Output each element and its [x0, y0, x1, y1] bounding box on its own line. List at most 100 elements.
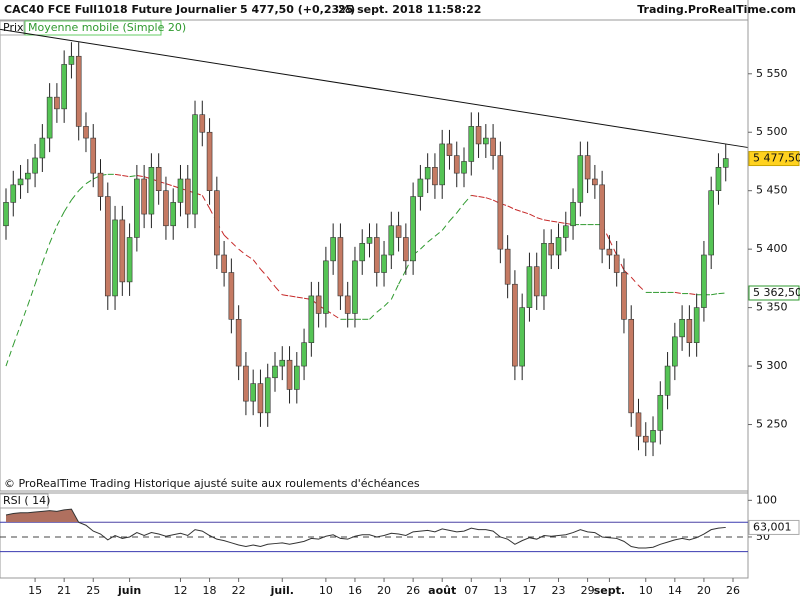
- candle-body: [17, 178, 24, 186]
- moving-average-segment: [71, 190, 80, 201]
- candle-body: [68, 55, 75, 65]
- candle-body: [337, 237, 344, 297]
- moving-average-segment: [390, 284, 400, 300]
- candle-body: [483, 137, 489, 145]
- legend-box: [0, 493, 49, 509]
- candle-body: [250, 383, 256, 402]
- instrument: CAC40 FCE Full1018 Future: [4, 3, 172, 16]
- moving-average-segment: [536, 217, 545, 221]
- candle-body: [439, 143, 446, 186]
- moving-average-segment: [5, 344, 14, 367]
- moving-average-segment: [689, 293, 697, 296]
- candle-body: [548, 243, 555, 256]
- candle-body: [264, 377, 271, 414]
- candle-body: [272, 365, 278, 379]
- candle-body: [126, 237, 133, 283]
- candle-body: [388, 225, 395, 256]
- rsi-label: RSI ( 14): [3, 494, 50, 507]
- candle-body: [293, 365, 300, 390]
- candle-body: [352, 260, 358, 314]
- candle-body: [701, 254, 707, 308]
- candle-body: [381, 254, 387, 273]
- moving-average-segment: [427, 235, 436, 243]
- moving-average-segment: [485, 197, 494, 201]
- moving-average-segment: [303, 297, 312, 300]
- moving-average-segment: [296, 296, 305, 299]
- moving-average-segment: [376, 306, 385, 313]
- candle-body: [192, 114, 198, 215]
- moving-average-segment: [471, 194, 479, 198]
- x-tick-label: 17: [522, 584, 536, 597]
- candle-body: [417, 178, 424, 197]
- candle-body: [112, 219, 118, 297]
- y-tick-label: 5 450: [756, 184, 788, 197]
- candle-body: [257, 383, 264, 414]
- candle-body: [453, 155, 460, 174]
- candle-body: [490, 137, 496, 156]
- candle-body: [366, 237, 373, 244]
- candle-body: [395, 225, 402, 238]
- candle-body: [32, 157, 38, 174]
- moving-average-segment: [56, 211, 65, 227]
- candle-body: [315, 295, 322, 314]
- candle-body: [512, 283, 518, 367]
- candle-body: [599, 184, 605, 250]
- moving-average-segment: [718, 292, 726, 295]
- candle-body: [570, 202, 576, 227]
- x-tick-label: 20: [377, 584, 391, 597]
- ma-value-box: [748, 285, 800, 301]
- candle-body: [301, 342, 307, 367]
- candle-body: [308, 295, 315, 343]
- moving-average-segment: [201, 195, 210, 209]
- moving-average-segment: [449, 212, 458, 222]
- moving-average-segment: [289, 295, 297, 298]
- moving-average-segment: [49, 225, 58, 244]
- candle-body: [228, 272, 235, 320]
- candle-body: [221, 254, 227, 273]
- candle-body: [39, 137, 46, 159]
- moving-average-segment: [93, 175, 101, 180]
- x-tick-label: 07: [464, 584, 478, 597]
- candle-body: [555, 237, 562, 256]
- candle-body: [214, 190, 220, 256]
- x-tick-label: 23: [552, 584, 566, 597]
- candle-body: [206, 131, 213, 191]
- moving-average-segment: [63, 199, 72, 213]
- rsi-value-label: 63,001: [753, 520, 792, 533]
- candle-body: [497, 155, 504, 250]
- source: Trading.ProRealTime.com: [637, 3, 796, 16]
- y-tick-label: 5 350: [756, 301, 788, 314]
- moving-average-segment: [507, 205, 516, 210]
- moving-average-segment: [441, 220, 450, 231]
- moving-average-segment: [369, 311, 378, 320]
- moving-average-segment: [143, 176, 152, 180]
- candle-body: [148, 167, 155, 215]
- moving-average-segment: [332, 314, 341, 320]
- rsi-line: [5, 508, 726, 549]
- moving-average-segment: [85, 178, 94, 185]
- candle-body: [410, 196, 416, 262]
- candle-body: [475, 126, 482, 145]
- moving-average-segment: [383, 299, 392, 307]
- x-tick-label: 15: [28, 584, 42, 597]
- y-tick-label: 5 550: [756, 67, 788, 80]
- ma-value-label: 5 362,50: [753, 286, 800, 299]
- candle-body: [199, 114, 206, 133]
- candle-body: [177, 178, 184, 203]
- candle-body: [286, 359, 293, 390]
- moving-average-segment: [529, 213, 537, 219]
- candle-body: [657, 394, 664, 431]
- x-tick-label: 14: [668, 584, 682, 597]
- candle-body: [722, 158, 729, 168]
- candle-body: [686, 319, 693, 343]
- moving-average-segment: [173, 185, 181, 189]
- candle-body: [468, 126, 475, 162]
- candle-body: [533, 266, 540, 297]
- candle-body: [693, 307, 700, 343]
- trendline: [0, 28, 748, 148]
- candle-body: [664, 365, 671, 396]
- candle-body: [330, 237, 336, 262]
- moving-average-segment: [514, 208, 523, 213]
- candle-body: [562, 225, 569, 238]
- candle-body: [323, 260, 329, 314]
